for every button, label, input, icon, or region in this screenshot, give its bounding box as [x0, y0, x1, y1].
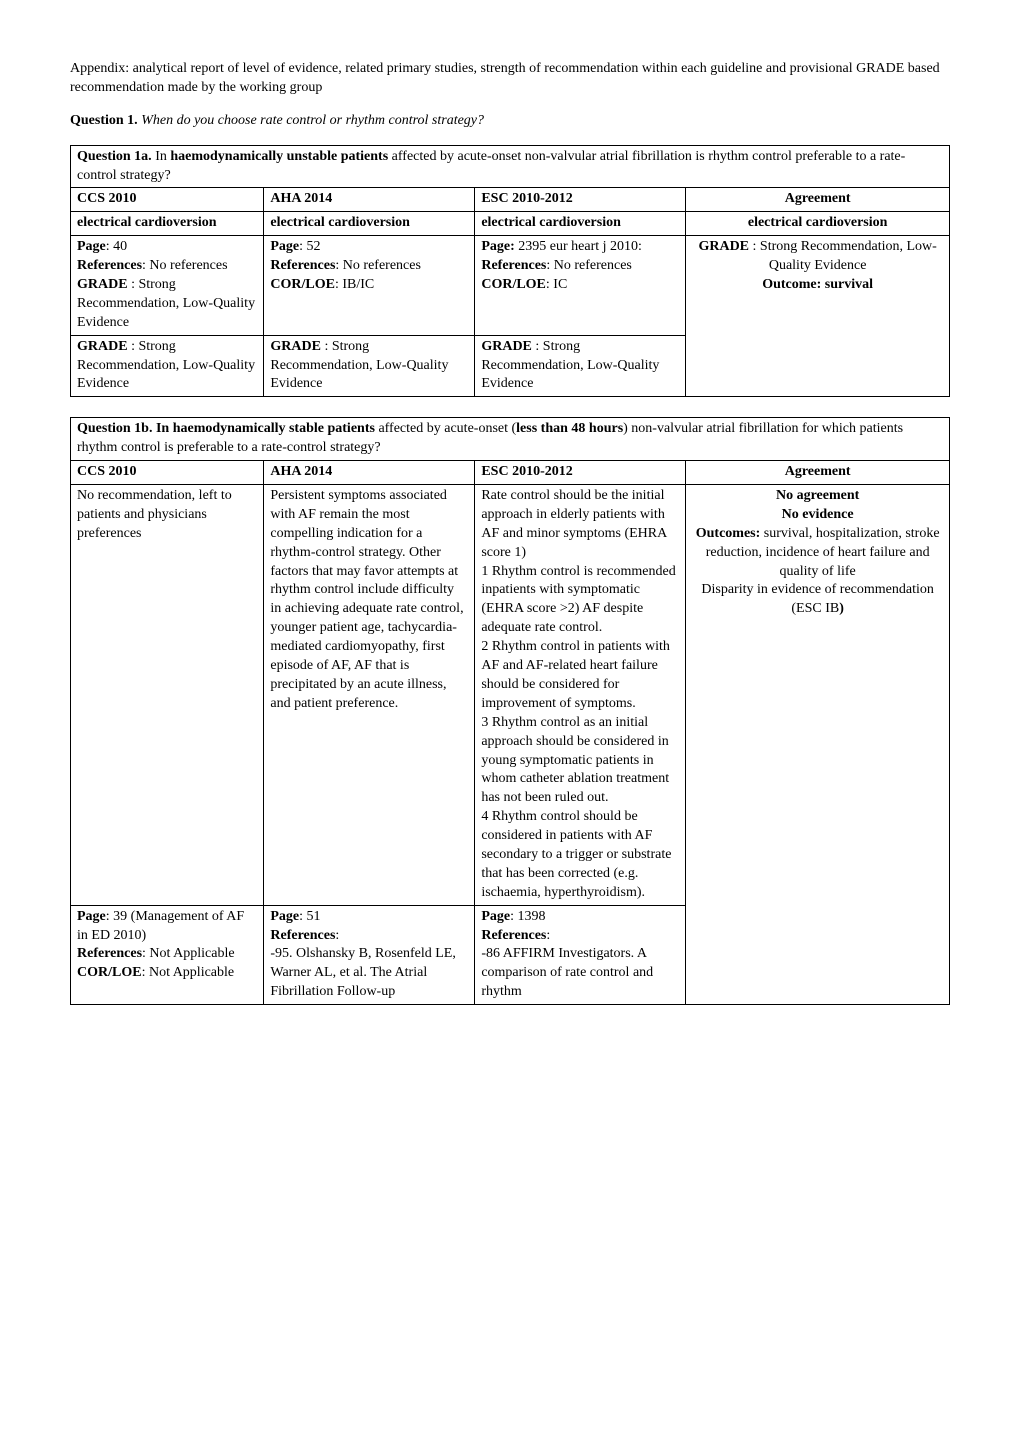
- t2r-c1: Page: 39 (Management of AF in ED 2010) R…: [71, 905, 264, 1004]
- table-1a-title: Question 1a. In haemodynamically unstabl…: [71, 145, 950, 188]
- table-1a: Question 1a. In haemodynamically unstabl…: [70, 145, 950, 398]
- t2-c3: Rate control should be the initial appro…: [475, 485, 686, 906]
- table-1a-data-row: Page: 40 References: No references GRADE…: [71, 236, 950, 335]
- t1g-c2: GRADE : Strong Recommendation, Low-Quali…: [264, 335, 475, 397]
- t2-c1: No recommendation, left to patients and …: [71, 485, 264, 906]
- t1g-c1: GRADE : Strong Recommendation, Low-Quali…: [71, 335, 264, 397]
- th2-esc: ESC 2010-2012: [475, 461, 686, 485]
- t1g-c3: GRADE : Strong Recommendation, Low-Quali…: [475, 335, 686, 397]
- th-ccs: CCS 2010: [71, 188, 264, 212]
- t2-c2: Persistent symptoms associated with AF r…: [264, 485, 475, 906]
- t2r-c2: Page: 51 References: -95. Olshansky B, R…: [264, 905, 475, 1004]
- ec-esc: electrical cardioversion: [475, 212, 686, 236]
- table-1b: Question 1b. In haemodynamically stable …: [70, 417, 950, 1005]
- q1-label: Question 1.: [70, 113, 138, 128]
- table-1a-ec-row: electrical cardioversion electrical card…: [71, 212, 950, 236]
- t1-c3: Page: 2395 eur heart j 2010: References:…: [475, 236, 686, 335]
- table-1a-title-row: Question 1a. In haemodynamically unstabl…: [71, 145, 950, 188]
- t1-c4: GRADE : Strong Recommendation, Low-Quali…: [686, 236, 950, 397]
- th2-ccs: CCS 2010: [71, 461, 264, 485]
- question-1-title: Question 1. When do you choose rate cont…: [70, 112, 950, 131]
- appendix-intro: Appendix: analytical report of level of …: [70, 60, 950, 98]
- table-1b-title: Question 1b. In haemodynamically stable …: [71, 418, 950, 461]
- table-1b-main-row: No recommendation, left to patients and …: [71, 485, 950, 906]
- table-1b-title-row: Question 1b. In haemodynamically stable …: [71, 418, 950, 461]
- table-1a-header-row: CCS 2010 AHA 2014 ESC 2010-2012 Agreemen…: [71, 188, 950, 212]
- t2r-c3: Page: 1398 References: -86 AFFIRM Invest…: [475, 905, 686, 1004]
- th2-aha: AHA 2014: [264, 461, 475, 485]
- t1-c2: Page: 52 References: No references COR/L…: [264, 236, 475, 335]
- ec-aha: electrical cardioversion: [264, 212, 475, 236]
- th-aha: AHA 2014: [264, 188, 475, 212]
- th-agreement: Agreement: [686, 188, 950, 212]
- t2-c4: No agreement No evidence Outcomes: survi…: [686, 485, 950, 1005]
- th-esc: ESC 2010-2012: [475, 188, 686, 212]
- ec-agreement: electrical cardioversion: [686, 212, 950, 236]
- table-1b-header-row: CCS 2010 AHA 2014 ESC 2010-2012 Agreemen…: [71, 461, 950, 485]
- t1-c1: Page: 40 References: No references GRADE…: [71, 236, 264, 335]
- ec-ccs: electrical cardioversion: [71, 212, 264, 236]
- th2-agreement: Agreement: [686, 461, 950, 485]
